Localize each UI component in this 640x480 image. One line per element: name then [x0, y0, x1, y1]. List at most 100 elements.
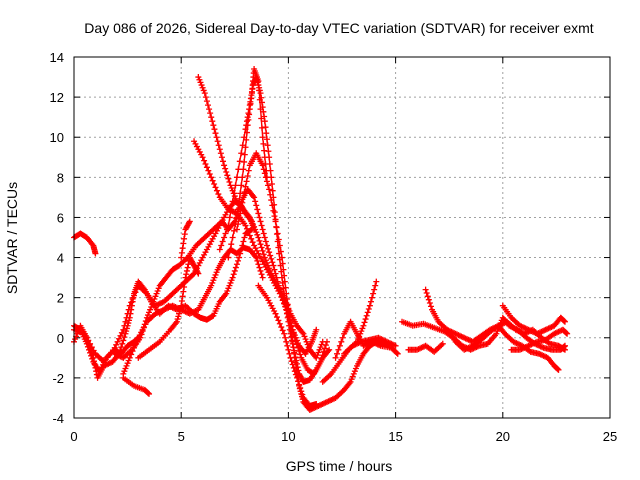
data-point: [92, 364, 99, 371]
data-point: [313, 354, 320, 361]
data-point: [226, 214, 233, 221]
data-point: [222, 165, 229, 172]
data-point: [238, 205, 245, 212]
data-point: [256, 214, 263, 221]
data-point: [212, 130, 219, 137]
data-point: [263, 178, 270, 185]
data-point: [235, 206, 242, 213]
data-point: [256, 264, 263, 271]
data-point: [295, 378, 302, 385]
data-point: [148, 304, 155, 311]
data-point: [211, 126, 218, 133]
data-point: [123, 314, 130, 321]
data-point: [317, 344, 324, 351]
data-point: [270, 262, 277, 269]
data-point: [213, 269, 220, 276]
data-point: [267, 191, 274, 198]
data-point: [242, 222, 249, 229]
data-point: [293, 341, 300, 348]
data-point: [323, 338, 330, 345]
data-point: [332, 354, 339, 361]
data-point: [259, 247, 266, 254]
data-point: [493, 330, 500, 337]
data-point: [89, 351, 96, 358]
data-point: [281, 330, 288, 337]
data-point: [269, 259, 276, 266]
data-point: [362, 316, 369, 323]
data-point: [172, 320, 179, 327]
series-pass-15: [255, 282, 320, 409]
data-point: [283, 338, 290, 345]
data-point: [186, 219, 193, 226]
data-point: [279, 327, 286, 334]
y-tick-label: -2: [52, 371, 64, 386]
series-pass-23: [499, 302, 568, 337]
data-point: [235, 257, 242, 264]
series-pass-22: [444, 322, 562, 373]
data-point: [373, 278, 380, 285]
data-point: [183, 271, 190, 278]
data-point: [236, 198, 243, 205]
data-point: [180, 240, 187, 247]
data-point: [228, 185, 235, 192]
data-point: [359, 325, 366, 332]
data-point: [273, 224, 280, 231]
data-point: [291, 334, 298, 341]
data-point: [361, 319, 368, 326]
data-point: [233, 174, 240, 181]
data-point: [118, 329, 125, 336]
data-point: [213, 187, 220, 194]
data-point: [259, 134, 266, 141]
data-point: [322, 342, 329, 349]
data-point: [248, 235, 255, 242]
data-point: [231, 218, 238, 225]
data-point: [218, 154, 225, 161]
data-point: [274, 230, 281, 237]
data-point: [314, 352, 321, 359]
data-point: [120, 326, 127, 333]
data-point: [266, 249, 273, 256]
data-point: [268, 197, 275, 204]
data-point: [229, 274, 236, 281]
data-point: [201, 157, 208, 164]
data-point: [131, 344, 138, 351]
data-point: [290, 344, 297, 351]
data-point: [194, 269, 201, 276]
data-point: [90, 347, 97, 354]
series-pass-24: [508, 326, 571, 353]
data-point: [125, 306, 132, 313]
data-point: [336, 342, 343, 349]
data-point: [206, 106, 213, 113]
data-point: [282, 334, 289, 341]
data-point: [132, 289, 139, 296]
data-point: [216, 246, 223, 253]
plot-frame: [73, 56, 611, 419]
data-point: [286, 317, 293, 324]
data-point: [232, 182, 239, 189]
data-point: [290, 364, 297, 371]
data-point: [155, 285, 162, 292]
data-point: [266, 186, 273, 193]
data-point: [252, 198, 259, 205]
data-point: [218, 242, 225, 249]
data-point: [338, 338, 345, 345]
data-point: [245, 229, 252, 236]
data-point: [236, 215, 243, 222]
data-point: [279, 260, 286, 267]
data-point: [208, 174, 215, 181]
data-point: [111, 344, 118, 351]
data-point: [93, 368, 100, 375]
data-point: [179, 245, 186, 252]
data-point: [211, 181, 218, 188]
data-point: [178, 298, 185, 305]
data-point: [201, 90, 208, 97]
data-point: [241, 151, 248, 158]
data-point: [150, 298, 157, 305]
x-tick-label: 10: [281, 429, 295, 444]
data-point: [371, 286, 378, 293]
data-point: [124, 360, 131, 367]
data-point: [146, 390, 153, 397]
x-tick-label: 15: [388, 429, 402, 444]
data-point: [291, 349, 298, 356]
data-point: [87, 340, 94, 347]
